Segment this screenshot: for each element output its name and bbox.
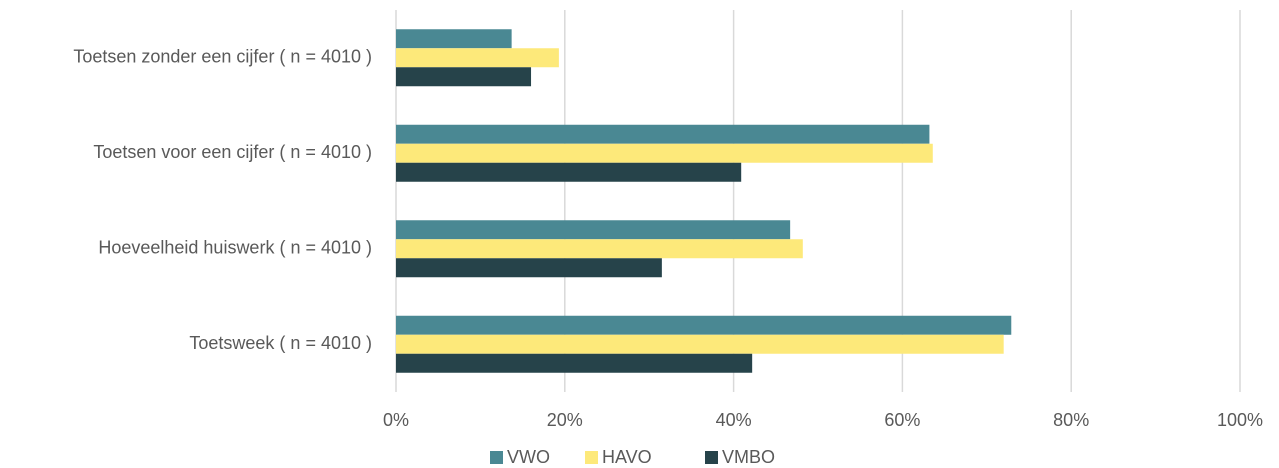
bar (396, 258, 662, 278)
legend-swatch (490, 451, 503, 464)
x-tick-label: 20% (547, 410, 583, 430)
y-tick-label: Toetsweek ( n = 4010 ) (189, 333, 372, 353)
legend-label: VWO (507, 447, 550, 467)
x-tick-label: 60% (884, 410, 920, 430)
bar (396, 353, 753, 373)
x-tick-label: 80% (1053, 410, 1089, 430)
bar (396, 220, 791, 240)
bar (396, 143, 933, 163)
bar (396, 67, 532, 87)
y-tick-label: Toetsen zonder een cijfer ( n = 4010 ) (73, 47, 372, 67)
bar (396, 334, 1004, 354)
legend-swatch (705, 451, 718, 464)
y-tick-label: Toetsen voor een cijfer ( n = 4010 ) (93, 142, 372, 162)
bar (396, 162, 742, 182)
legend-label: HAVO (602, 447, 652, 467)
bar (396, 29, 512, 49)
x-tick-label: 40% (716, 410, 752, 430)
x-tick-label: 0% (383, 410, 409, 430)
bar (396, 124, 930, 144)
legend-swatch (585, 451, 598, 464)
bar (396, 239, 803, 259)
legend-label: VMBO (722, 447, 775, 467)
bar (396, 48, 559, 68)
x-tick-label: 100% (1217, 410, 1263, 430)
bar (396, 315, 1012, 335)
y-tick-label: Hoeveelheid huiswerk ( n = 4010 ) (98, 238, 372, 258)
